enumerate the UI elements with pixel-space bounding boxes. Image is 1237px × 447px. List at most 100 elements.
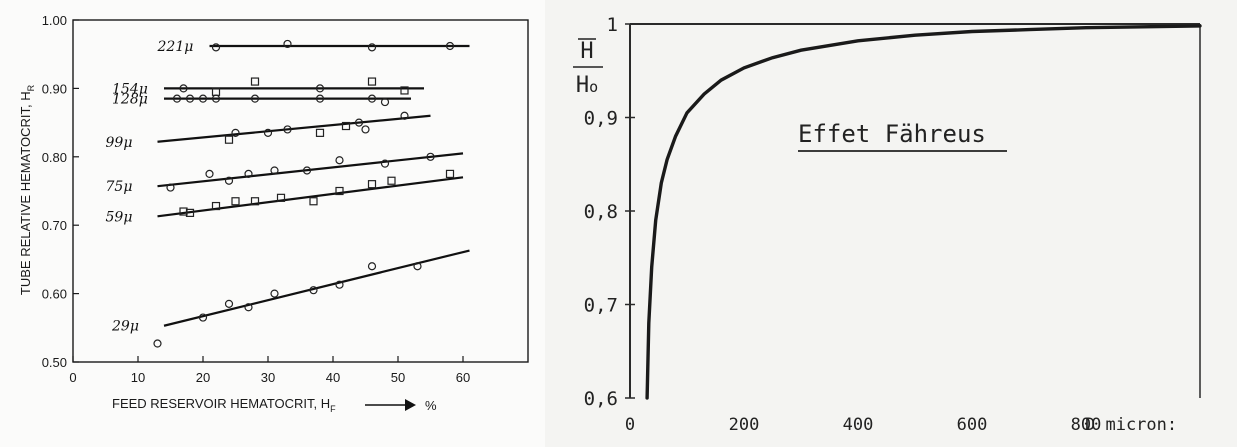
y-axis-label: TUBE RELATIVE HEMATOCRIT, HR [18,84,36,295]
data-point-square [367,77,377,86]
data-point-square [224,135,234,144]
series-label: 99μ [106,135,133,151]
data-point-circle [361,125,370,134]
data-point-square [250,77,260,86]
data-point-circle [205,169,214,178]
data-point-circle [179,84,188,93]
series-label: 29μ [111,319,139,335]
data-point-square [185,208,195,217]
data-point-circle [231,128,240,137]
series-group: 99μ [106,111,431,151]
series-group: 154μ [112,77,424,97]
data-point-square [387,176,396,185]
data-point-circle [244,303,253,312]
x-tick-label: 600 [957,415,988,435]
series-label: 75μ [106,179,133,195]
data-point-circle [315,94,325,103]
y-tick-label: 0,7 [584,295,618,317]
data-point-circle [335,156,344,165]
data-point-square [367,180,377,189]
series-label: 154μ [112,81,148,97]
series-label: 59μ [106,209,133,225]
series-group: 221μ [157,39,470,55]
data-point-circle [283,39,292,49]
hematocrit-chart-panel: 0 10 20 30 40 50 60 0.50 0.60 0.70 0.80 0.90 1.00 FEE… [0,0,545,447]
data-point-circle [367,43,377,52]
series-group: 75μ [106,152,464,195]
x-tick-label: 10 [131,370,145,385]
data-point-square [250,197,260,206]
y-tick-label: 0.60 [42,287,67,302]
fahraeus-chart-panel: 0,6 0,7 0,8 0,9 1 0 200 400 600 800 D micron: H Ho Ef… [545,0,1237,447]
y-tick-label: 0,9 [584,108,618,130]
y-tick-label: 0.90 [42,81,67,96]
data-point-square [400,86,409,95]
data-point-circle [380,159,390,168]
hematocrit-scatter-chart: 0 10 20 30 40 50 60 0.50 0.60 0.70 0.80 0.90 1.00 FEE… [18,13,529,414]
data-point-circle [367,262,377,271]
x-tick-label: 30 [261,370,275,385]
data-point-circle [166,183,175,192]
series-group: 29μ [111,249,470,348]
data-point-circle [211,94,221,103]
data-point-square [309,197,318,206]
data-point-square [211,201,221,211]
data-point-circle [413,262,422,271]
data-point-circle [224,299,234,308]
x-axis-unit: % [425,398,437,413]
x-tick-label: 20 [196,370,210,385]
plot-frame [72,19,529,363]
y-tick-label: 0.70 [42,218,67,233]
chart-title: Effet Fähreus [798,120,986,148]
data-point-circle [153,339,162,348]
y-tick-label: 1.00 [42,13,67,28]
y-tick-label: 0,8 [584,201,618,223]
data-point-circle [400,111,409,120]
data-point-circle [445,41,455,51]
data-point-circle [172,94,182,103]
fahraeus-curve [645,24,1202,400]
data-point-circle [224,176,234,185]
data-point-square [315,128,325,137]
series-group: 128μ [112,92,411,108]
data-point-circle [335,280,344,289]
data-point-circle [380,97,390,107]
y-tick-label: 0,6 [584,388,618,410]
data-point-circle [302,166,312,175]
data-point-circle [211,43,221,52]
x-axis-label: FEED RESERVOIR HEMATOCRIT, HF [112,396,336,414]
data-point-circle [198,94,208,103]
y-label-numerator: H [580,39,593,64]
y-tick-label: 0.80 [42,150,67,165]
x-tick-label: 0 [625,415,635,435]
data-point-circle [250,94,260,103]
series-label: 128μ [112,92,148,108]
data-point-circle [309,286,318,295]
x-tick-label: 50 [391,370,405,385]
data-point-square [276,193,286,202]
y-tick-label: 1 [607,14,618,36]
data-point-square [341,121,351,131]
data-point-circle [198,313,208,322]
series-group: 59μ [106,169,464,225]
data-point-circle [354,118,364,127]
data-point-circle [263,128,273,137]
x-tick-label: 800 [1071,415,1102,435]
data-point-square [335,186,344,196]
y-tick-label: 0.50 [42,355,67,370]
series-label: 221μ [157,39,194,55]
x-tick-label: 200 [729,415,760,435]
x-tick-label: 0 [69,370,76,385]
trend-line [157,114,431,143]
data-point-circle [270,166,279,175]
data-point-circle [283,125,292,134]
x-axis-arrow-head [405,399,416,411]
x-axis-label: D micron: [1085,415,1177,435]
data-point-circle [315,84,325,93]
data-point-circle [426,152,435,161]
data-point-circle [244,169,253,178]
data-point-circle [270,289,279,298]
y-label-denominator: Ho [576,73,598,98]
data-point-square [231,197,240,206]
